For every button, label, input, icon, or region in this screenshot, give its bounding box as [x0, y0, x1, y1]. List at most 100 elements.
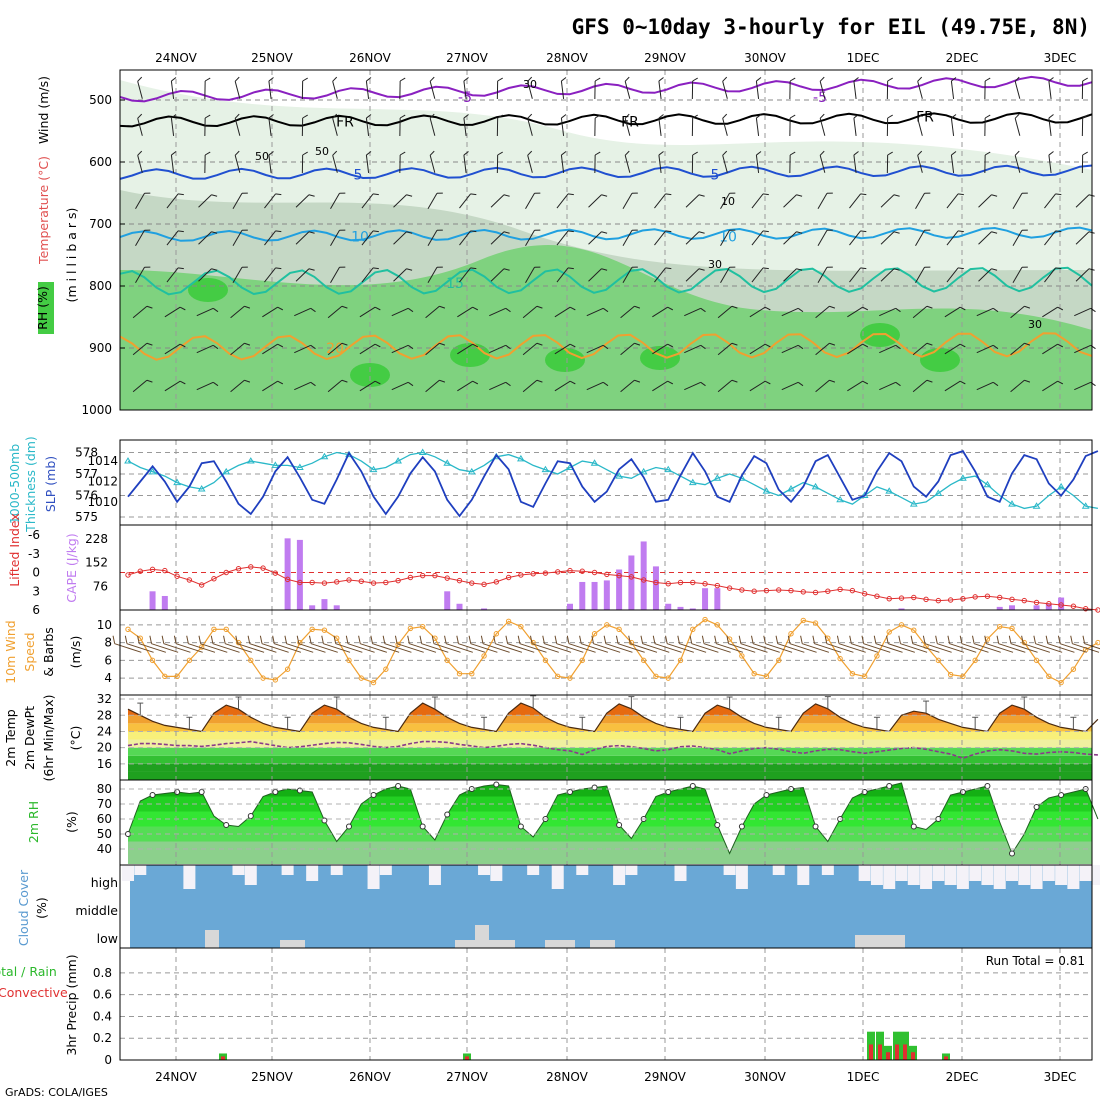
wind-barb-staff	[900, 643, 928, 653]
cape-bar	[714, 588, 721, 610]
rh-point	[395, 783, 402, 789]
wind-barb	[586, 307, 609, 317]
wind-barb-staff	[198, 194, 212, 208]
temperature-axis-label: Temperature (°C)	[36, 156, 51, 265]
cloud-level-label-high: high	[91, 875, 118, 890]
wind-barb-flag	[924, 266, 931, 268]
lifted-index-point	[1033, 599, 1040, 606]
wind-barb	[853, 114, 859, 136]
cloud-high-gap	[895, 865, 908, 881]
wind-barb-staff	[519, 643, 547, 653]
date-tick-label-top: 30NOV	[744, 51, 786, 65]
wind-barb-flag	[407, 381, 414, 387]
wind-barb-flag	[137, 76, 143, 82]
cape-bar	[579, 581, 586, 610]
wind-barb-10m	[272, 635, 302, 653]
cloud-high-gap	[772, 865, 785, 875]
wind-barb-flag	[1082, 77, 1088, 82]
wind-barb-flag	[436, 266, 443, 268]
cloud-high-gap	[490, 865, 503, 881]
wind-barb-staff	[262, 306, 278, 318]
wind-barb	[819, 150, 826, 173]
wind-barb	[525, 192, 541, 210]
wind-barb	[393, 268, 413, 282]
rh-point	[223, 822, 230, 828]
lifted-index-point	[628, 574, 635, 580]
wind-barb-staff	[624, 118, 631, 136]
wind-barb-flag	[542, 635, 545, 644]
rh-legend-swatch	[38, 282, 54, 334]
wind-barb	[984, 77, 991, 100]
lifted-index-point	[653, 579, 659, 586]
wind-barb	[944, 343, 966, 355]
wind-barb-staff	[489, 307, 506, 317]
wind-barb	[301, 151, 308, 174]
wind-barb-staff	[544, 643, 572, 653]
wind-speed-point	[149, 657, 156, 664]
wind-barb-staff	[716, 643, 744, 653]
cloud-high-gap	[821, 865, 834, 875]
wind-barb-flag	[1014, 150, 1020, 156]
wind-barb-flag	[729, 266, 736, 268]
wind-barb	[691, 151, 698, 174]
wind-barb-flag	[144, 266, 151, 268]
cape-bar	[161, 595, 168, 610]
wind-barb-10m	[628, 635, 658, 653]
slp-tick-label: 1012	[87, 475, 118, 489]
wind-barb-staff	[212, 643, 240, 653]
wind-barb-staff	[924, 643, 952, 653]
date-tick-label-top: 28NOV	[546, 51, 588, 65]
wind-barb	[976, 307, 999, 317]
wind-barb	[232, 266, 248, 284]
wind-barb-flag	[503, 268, 510, 271]
thickness-point	[1008, 500, 1016, 507]
wind-barb-flag	[722, 113, 728, 119]
wind-barb-flag	[244, 379, 251, 383]
wind-barb-10m	[542, 635, 572, 653]
panel-frame	[119, 69, 1093, 411]
wind-barb	[262, 380, 284, 392]
wind-barb	[560, 77, 567, 99]
wind-barb	[268, 114, 274, 136]
wind-barb-flag	[407, 307, 414, 313]
wind-barb-flag	[665, 193, 672, 196]
thickness-point	[296, 463, 304, 471]
wind-barb-staff	[429, 118, 436, 136]
wind-barb-staff	[427, 229, 438, 247]
wind-barb-flag	[1008, 635, 1012, 644]
wind-speed-point	[886, 629, 892, 635]
thickness-tick-label: 576	[75, 488, 98, 502]
wind-barb-10m	[873, 635, 903, 653]
wind-barb	[198, 231, 218, 245]
wind-barb-flag	[444, 635, 447, 644]
wind-barb-flag	[665, 230, 672, 233]
wind-barb-staff	[817, 192, 828, 210]
wind-barb-10m	[1021, 635, 1051, 653]
wind-barb-staff	[556, 643, 584, 653]
cloud-high-gap	[907, 865, 920, 885]
wind-barb-staff	[781, 307, 799, 317]
wind-barb-10m	[149, 635, 179, 653]
wind-barb-flag	[602, 307, 609, 313]
wind-barb-staff	[457, 380, 473, 392]
wind-barb	[170, 151, 177, 173]
lifted-index-point	[432, 572, 438, 579]
isotherm-label: FR	[336, 115, 354, 131]
wind-barb-flag	[310, 381, 316, 387]
wind-speed-point	[751, 670, 757, 677]
thickness-point	[713, 474, 722, 481]
wind-barb-staff	[915, 192, 925, 210]
wind-barb-staff	[978, 268, 992, 282]
wind-barb	[330, 229, 346, 247]
wind-barb-flag	[658, 151, 664, 156]
wind-barb-flag	[893, 194, 900, 197]
wind-speed-point	[972, 657, 978, 664]
wind-barb-10m	[223, 635, 252, 653]
lifted-index-point	[1021, 597, 1027, 604]
wind-barb-flag	[137, 635, 140, 644]
wind-barb-flag	[1021, 635, 1024, 644]
temp-fill-band	[128, 763, 1092, 772]
lifted-index-point	[419, 572, 426, 579]
wind-barb-staff	[654, 230, 666, 246]
wind-barb-flag	[860, 193, 867, 196]
